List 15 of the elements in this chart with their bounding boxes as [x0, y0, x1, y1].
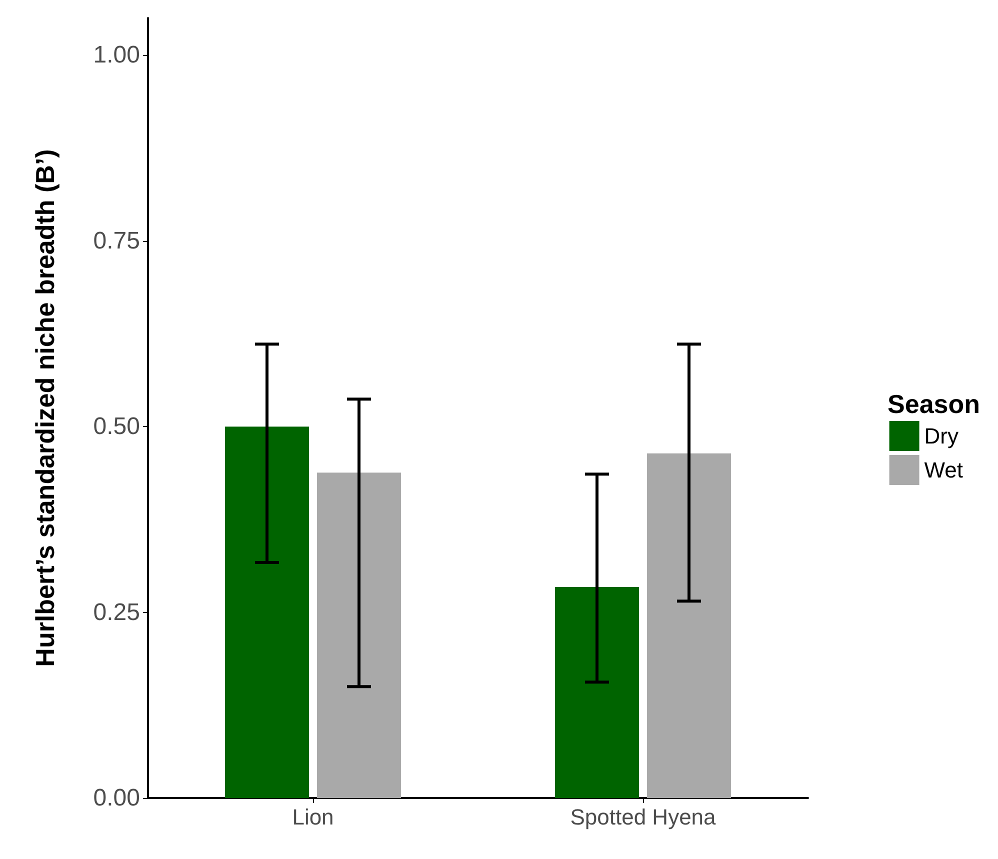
bar — [225, 426, 309, 798]
bar — [317, 472, 401, 798]
x-tick-label: Lion — [292, 804, 334, 830]
y-tick-label: 0.50 — [93, 413, 140, 440]
legend-label: Dry — [924, 424, 959, 448]
bar — [555, 587, 639, 798]
x-tick-label: Spotted Hyena — [570, 804, 717, 830]
bar — [647, 453, 731, 798]
y-tick-label: 0.00 — [93, 784, 140, 812]
y-tick-label: 0.75 — [93, 227, 140, 254]
legend-label: Wet — [924, 458, 964, 482]
y-tick-label: 0.25 — [93, 598, 140, 626]
y-axis-title: Hurlbert’s standardized niche breadth (B’) — [30, 149, 60, 667]
legend-title: Season — [888, 389, 980, 419]
y-tick-label: 1.00 — [93, 42, 140, 69]
